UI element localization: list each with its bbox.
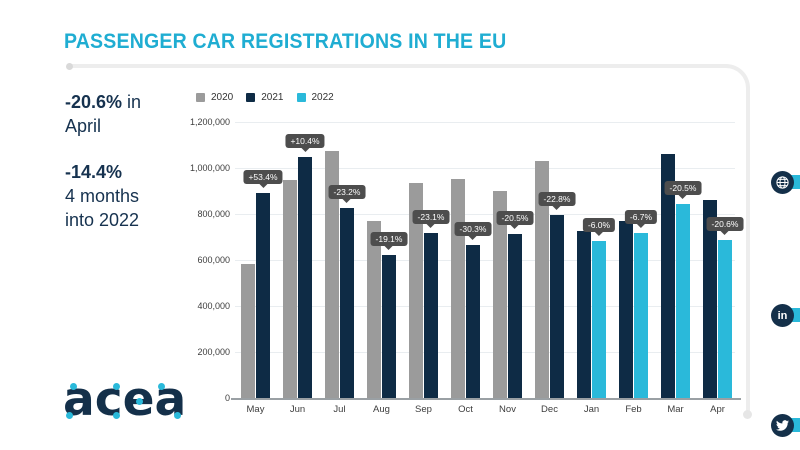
change-label-may: +53.4% [243, 169, 283, 184]
bar-2021-oct [466, 245, 480, 398]
bar-2020-jun [283, 179, 297, 398]
decorative-frame-line [72, 64, 750, 418]
twitter-icon[interactable] [771, 414, 794, 437]
bar-2020-may [241, 264, 255, 398]
y-tick: 200,000 [197, 347, 230, 357]
change-label-nov: -20.5% [496, 211, 534, 225]
x-tick-mar: Mar [667, 404, 684, 415]
legend-item-2021: 2021 [246, 92, 284, 103]
bar-chart-plot: +53.4% May +10.4% Jun -23.2% Jul -19.1% Aug -23.… [231, 122, 744, 415]
linkedin-icon[interactable]: in [771, 304, 794, 327]
stat-ytd-line2: 4 months [65, 186, 140, 206]
legend-swatch-2020 [196, 93, 205, 102]
x-tick-may: May [246, 404, 265, 415]
y-tick: 600,000 [197, 255, 230, 265]
logo-dot [113, 383, 120, 390]
logo-dot [174, 412, 181, 419]
stat-ytd-line3: into 2022 [65, 210, 140, 230]
y-tick: 400,000 [197, 301, 230, 311]
y-tick: 0 [224, 393, 230, 403]
change-label-aug: -19.1% [370, 231, 408, 246]
acea-logo: acea [63, 372, 187, 427]
legend-swatch-2022 [296, 93, 306, 102]
legend-swatch-2021 [246, 93, 256, 102]
logo-dot [66, 412, 73, 419]
stat-april-suffix: in [122, 92, 142, 112]
logo-dot [70, 383, 77, 390]
x-tick-jun: Jun [289, 404, 306, 415]
x-axis-line [231, 398, 741, 400]
x-tick-dec: Dec [541, 404, 558, 415]
gridline [235, 122, 735, 123]
page-title: PASSENGER CAR REGISTRATIONS IN THE EU [64, 30, 507, 53]
change-label-oct: -30.3% [454, 222, 492, 237]
legend-label: 2021 [261, 92, 284, 103]
bar-2021-mar [661, 153, 675, 398]
bar-2022-jan [592, 240, 606, 398]
chart-legend: 2020 2021 2022 [196, 92, 334, 103]
gridline [235, 306, 735, 307]
y-tick: 800,000 [197, 209, 230, 219]
bar-2021-jan [577, 231, 591, 398]
change-label-apr: -20.6% [706, 217, 744, 232]
change-label-mar: -20.5% [664, 180, 702, 195]
stat-april: -20.6% in April [65, 90, 141, 138]
bar-2020-sep [409, 183, 423, 398]
x-tick-apr: Apr [710, 404, 725, 415]
bar-2020-dec [535, 160, 549, 398]
stat-april-value: -20.6% [65, 92, 123, 112]
x-tick-nov: Nov [499, 404, 516, 415]
logo-dot [113, 412, 120, 419]
gridline [235, 352, 735, 353]
bar-2021-nov [508, 234, 522, 398]
legend-label: 2022 [311, 92, 334, 103]
bar-2021-dec [550, 215, 564, 398]
change-label-jan: -6.0% [582, 217, 616, 232]
change-label-sep: -23.1% [412, 209, 450, 224]
change-label-dec: -22.8% [538, 192, 576, 207]
bar-2021-aug [382, 254, 396, 398]
legend-item-2020: 2020 [196, 92, 233, 103]
logo-dot [136, 398, 143, 405]
bar-2021-apr [703, 199, 717, 398]
x-tick-jan: Jan [583, 404, 600, 415]
bar-2021-may [256, 192, 270, 398]
bar-2020-jul [325, 151, 339, 398]
bar-2022-feb [634, 232, 648, 398]
bar-2021-jun [298, 156, 312, 398]
gridline [235, 214, 735, 215]
bar-2020-oct [451, 178, 465, 398]
x-tick-jul: Jul [333, 404, 346, 415]
gridline [235, 260, 735, 261]
globe-icon[interactable] [771, 171, 794, 194]
x-tick-aug: Aug [373, 404, 390, 415]
change-label-jul: -23.2% [328, 185, 366, 200]
logo-dot [158, 383, 165, 390]
frame-start-dot [66, 63, 73, 70]
stat-april-line2: April [65, 116, 102, 136]
y-tick: 1,200,000 [189, 117, 230, 127]
bar-2020-aug [367, 220, 381, 398]
stat-ytd: -14.4% 4 months into 2022 [65, 160, 139, 232]
y-tick: 1,000,000 [189, 163, 230, 173]
y-axis: 1,200,000 1,000,000 800,000 600,000 400,000 2… [150, 0, 230, 450]
change-label-feb: -6.7% [624, 209, 658, 224]
bar-2021-sep [424, 232, 438, 398]
stat-ytd-value: -14.4% [65, 162, 123, 182]
x-tick-oct: Oct [458, 404, 473, 415]
bar-2021-jul [340, 208, 354, 398]
frame-end-dot [743, 410, 752, 419]
legend-label: 2020 [211, 92, 234, 103]
legend-item-2022: 2022 [296, 92, 334, 103]
bar-2022-apr [718, 240, 732, 398]
gridline [235, 168, 735, 169]
x-tick-sep: Sep [415, 404, 432, 415]
bar-2020-nov [493, 191, 507, 398]
change-label-jun: +10.4% [285, 133, 325, 148]
bar-2021-feb [619, 220, 633, 398]
x-tick-feb: Feb [625, 404, 642, 415]
bar-2022-mar [676, 203, 690, 398]
